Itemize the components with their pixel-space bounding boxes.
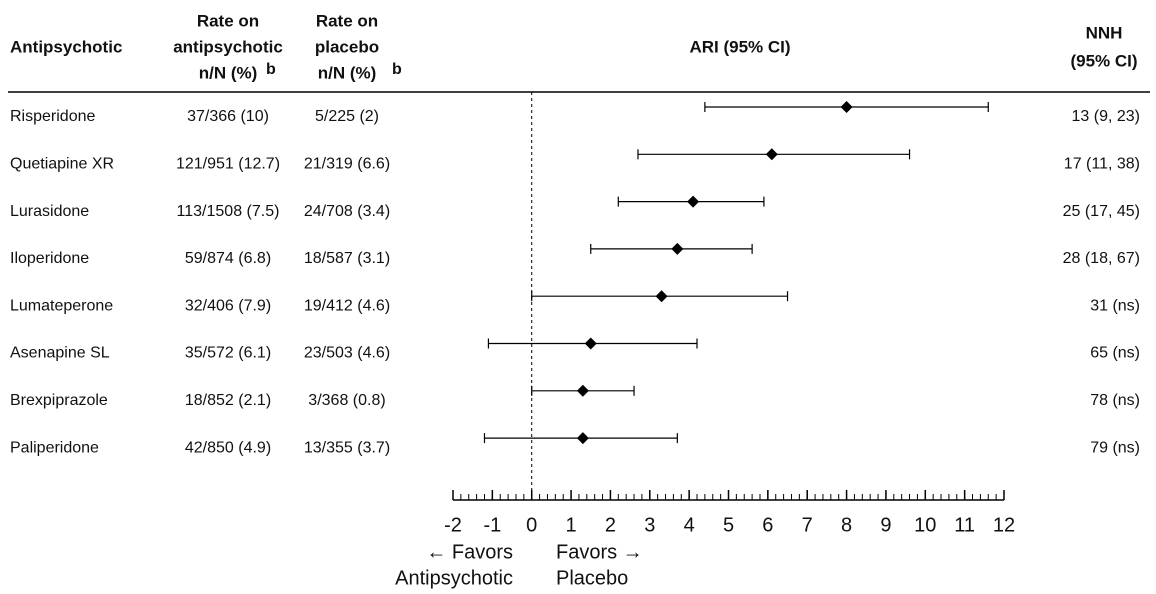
x-tick-label: 3 bbox=[644, 514, 655, 536]
rate-antipsychotic: 59/874 (6.8) bbox=[185, 250, 271, 267]
header-name: Antipsychotic bbox=[10, 37, 122, 56]
x-tick-label: 4 bbox=[684, 514, 695, 536]
header-drug: n/N (%) bbox=[199, 63, 258, 82]
nnh: 28 (18, 67) bbox=[1063, 250, 1140, 267]
rate-antipsychotic: 35/572 (6.1) bbox=[185, 345, 271, 362]
point-estimate bbox=[584, 337, 597, 350]
rate-placebo: 3/368 (0.8) bbox=[308, 392, 385, 409]
nnh: 79 (ns) bbox=[1090, 439, 1140, 456]
point-estimate bbox=[687, 195, 700, 208]
x-tick-label: 5 bbox=[723, 514, 734, 536]
favors-left: Antipsychotic bbox=[395, 567, 513, 589]
nnh: 17 (11, 38) bbox=[1064, 156, 1140, 173]
rate-placebo: 5/225 (2) bbox=[315, 108, 379, 125]
x-tick-label: 10 bbox=[914, 514, 936, 536]
point-estimate bbox=[576, 384, 589, 397]
rate-antipsychotic: 121/951 (12.7) bbox=[176, 156, 280, 173]
row-name: Asenapine SL bbox=[10, 345, 110, 362]
row-name: Paliperidone bbox=[10, 439, 99, 456]
x-tick-label: 12 bbox=[993, 514, 1015, 536]
favors-right: Placebo bbox=[556, 567, 628, 589]
rate-placebo: 23/503 (4.6) bbox=[304, 345, 390, 362]
header-drug: antipsychotic bbox=[173, 37, 283, 56]
x-tick-label: 9 bbox=[880, 514, 891, 536]
point-estimate bbox=[655, 290, 668, 303]
rate-placebo: 13/355 (3.7) bbox=[304, 439, 390, 456]
row-name: Risperidone bbox=[10, 108, 95, 125]
favors-right: Favors → bbox=[556, 541, 643, 563]
header-ari: ARI (95% CI) bbox=[689, 37, 790, 56]
row-name: Brexpiprazole bbox=[10, 392, 108, 409]
x-tick-label: 1 bbox=[566, 514, 577, 536]
x-tick-label: 7 bbox=[802, 514, 813, 536]
nnh: 13 (9, 23) bbox=[1072, 108, 1140, 125]
nnh: 65 (ns) bbox=[1090, 345, 1140, 362]
x-tick-label: 6 bbox=[762, 514, 773, 536]
header-nnh: (95% CI) bbox=[1070, 51, 1137, 70]
rate-placebo: 21/319 (6.6) bbox=[304, 156, 390, 173]
nnh: 78 (ns) bbox=[1090, 392, 1140, 409]
header-placebo: placebo bbox=[315, 37, 379, 56]
footnote-mark: b bbox=[392, 61, 402, 78]
header-nnh: NNH bbox=[1086, 23, 1123, 42]
x-tick-label: 11 bbox=[954, 514, 975, 536]
nnh: 31 (ns) bbox=[1090, 297, 1140, 314]
rate-placebo: 19/412 (4.6) bbox=[304, 297, 390, 314]
x-tick-label: 8 bbox=[841, 514, 852, 536]
rate-antipsychotic: 113/1508 (7.5) bbox=[177, 203, 280, 220]
header-placebo: Rate on bbox=[316, 11, 378, 30]
point-estimate bbox=[765, 148, 778, 161]
rate-antipsychotic: 42/850 (4.9) bbox=[185, 439, 271, 456]
point-estimate bbox=[576, 432, 589, 445]
row-name: Lumateperone bbox=[10, 297, 113, 314]
header-drug: Rate on bbox=[197, 11, 259, 30]
rate-antipsychotic: 18/852 (2.1) bbox=[185, 392, 271, 409]
footnote-mark: b bbox=[266, 61, 276, 78]
x-tick-label: -1 bbox=[483, 514, 501, 536]
x-tick-label: 0 bbox=[526, 514, 537, 536]
point-estimate bbox=[840, 101, 853, 113]
x-tick-label: 2 bbox=[605, 514, 616, 536]
x-tick-label: -2 bbox=[444, 514, 462, 536]
row-name: Lurasidone bbox=[10, 203, 89, 220]
rate-antipsychotic: 37/366 (10) bbox=[187, 108, 269, 125]
header-placebo: n/N (%) bbox=[318, 63, 377, 82]
favors-left: ← Favors bbox=[426, 541, 513, 563]
rate-placebo: 18/587 (3.1) bbox=[304, 250, 390, 267]
point-estimate bbox=[671, 242, 684, 255]
row-name: Quetiapine XR bbox=[10, 156, 114, 173]
rate-placebo: 24/708 (3.4) bbox=[304, 203, 390, 220]
rate-antipsychotic: 32/406 (7.9) bbox=[185, 297, 271, 314]
nnh: 25 (17, 45) bbox=[1063, 203, 1140, 220]
row-name: Iloperidone bbox=[10, 250, 89, 267]
